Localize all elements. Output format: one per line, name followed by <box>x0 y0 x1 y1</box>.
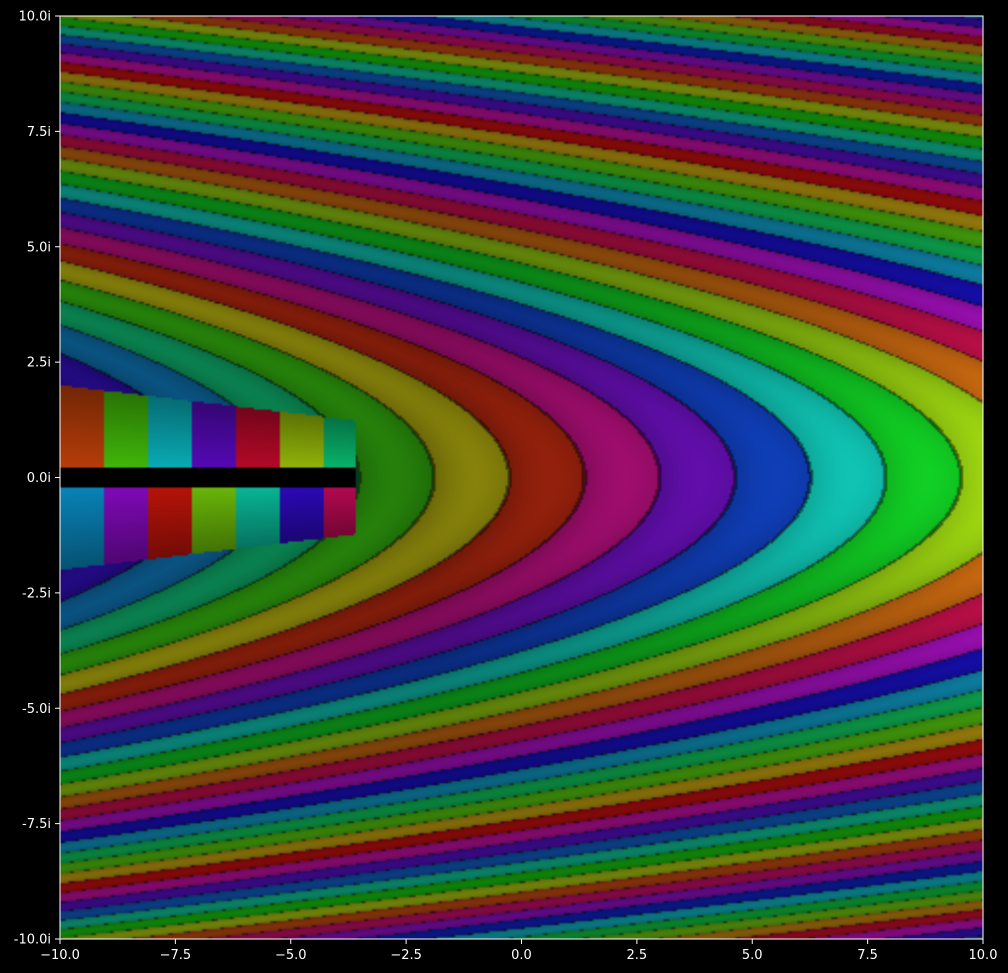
y-tick-label: -2.5i <box>22 586 51 601</box>
x-tick-label: −7.5 <box>160 948 192 963</box>
y-tick-label: -7.5i <box>22 817 51 832</box>
x-tick-label: 7.5 <box>857 948 878 963</box>
y-tick-label: 0.0i <box>27 471 51 486</box>
x-axis: −10.0 −7.5 −5.0 −2.5 0.0 2.5 5.0 7.5 10.0 <box>40 939 997 963</box>
y-tick-label: 2.5i <box>27 356 51 371</box>
y-tick-label: -5.0i <box>22 702 51 717</box>
x-tick-label: −2.5 <box>390 948 422 963</box>
y-tick-label: 5.0i <box>27 240 51 255</box>
y-axis: 10.0i 7.5i 5.0i 2.5i 0.0i -2.5i -5.0i -7.5i -10.… <box>14 10 60 948</box>
x-tick-label: 0.0 <box>511 948 532 963</box>
x-tick-label: 10.0 <box>969 948 998 963</box>
y-tick-label: 7.5i <box>27 125 51 140</box>
domain-coloring-image <box>60 16 983 939</box>
x-tick-label: 2.5 <box>627 948 648 963</box>
y-tick-label: -10.0i <box>14 933 51 948</box>
x-tick-label: 5.0 <box>742 948 763 963</box>
x-tick-label: −5.0 <box>275 948 307 963</box>
x-tick-label: −10.0 <box>40 948 80 963</box>
y-tick-label: 10.0i <box>18 10 51 25</box>
